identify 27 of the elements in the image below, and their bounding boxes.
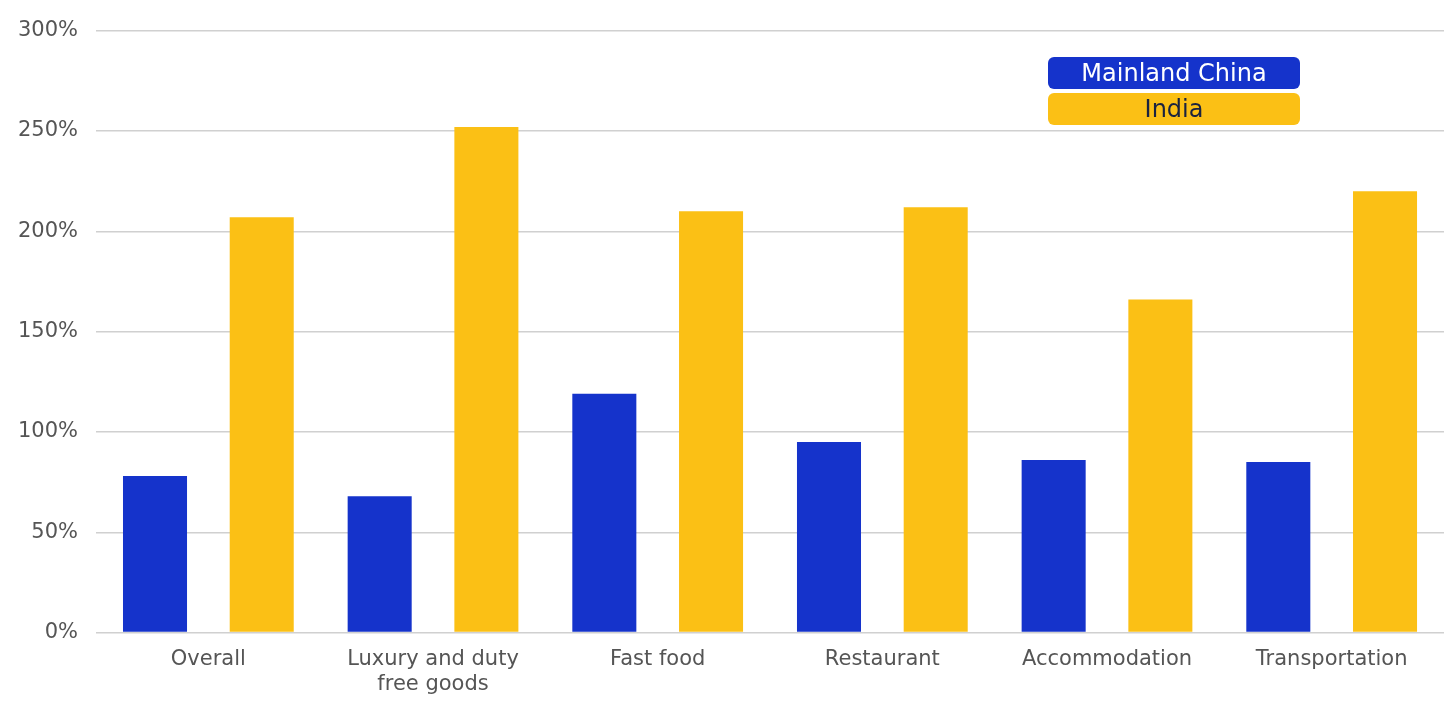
x-tick-label: Transportation — [1254, 645, 1408, 670]
bar — [1021, 460, 1086, 632]
bar — [903, 207, 968, 632]
y-tick-label: 300% — [17, 17, 79, 42]
bar — [123, 476, 188, 632]
text: Mainland China — [1048, 57, 1300, 89]
y-tick-label: 200% — [17, 217, 79, 242]
bar — [347, 496, 412, 632]
bar — [454, 126, 519, 632]
y-tick-label: 100% — [17, 418, 79, 443]
bar — [572, 393, 637, 632]
bar — [679, 211, 744, 632]
bar — [229, 217, 294, 632]
x-tick-label: Luxury and duty free goods — [347, 645, 519, 695]
x-tick-label: Fast food — [610, 645, 706, 670]
x-tick-label: Accommodation — [1021, 645, 1193, 670]
bar — [1128, 299, 1193, 632]
y-tick-label: 250% — [17, 117, 79, 142]
text: India — [1048, 93, 1300, 125]
x-tick-label: Overall — [170, 645, 246, 670]
y-tick-label: 0% — [44, 619, 79, 644]
y-tick-label: 50% — [31, 518, 79, 543]
x-tick-label: Restaurant — [824, 645, 940, 670]
y-tick-label: 150% — [17, 318, 79, 343]
bar — [796, 441, 862, 632]
bar — [1353, 191, 1418, 632]
bar — [1246, 462, 1311, 632]
